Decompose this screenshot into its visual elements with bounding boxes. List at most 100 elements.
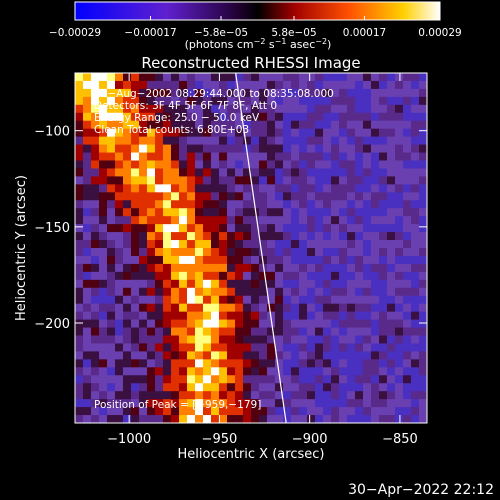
heatmap-cell: [371, 80, 380, 90]
heatmap-cell: [107, 255, 116, 265]
heatmap-cell: [403, 287, 412, 297]
heatmap-cell: [91, 208, 100, 217]
heatmap-cell: [419, 144, 427, 154]
heatmap-cell: [131, 351, 140, 360]
heatmap-cell: [347, 136, 356, 146]
heatmap-cell: [323, 88, 332, 98]
heatmap-cell: [299, 208, 308, 217]
y-axis-label: Heliocentric Y (arcsec): [14, 175, 29, 321]
heatmap-cell: [75, 160, 84, 170]
heatmap-cell: [403, 335, 412, 345]
heatmap-cell: [227, 160, 236, 170]
heatmap-cell: [371, 184, 380, 193]
heatmap-cell: [283, 128, 292, 138]
heatmap-cell: [259, 415, 268, 423]
heatmap-cell: [195, 224, 204, 233]
heatmap-cell: [179, 327, 188, 337]
heatmap-cell: [131, 391, 140, 400]
heatmap-cell: [75, 311, 84, 321]
heatmap-cell: [195, 88, 204, 98]
heatmap-cell: [347, 192, 356, 201]
heatmap-cell: [379, 343, 388, 352]
heatmap-cell: [203, 279, 212, 289]
heatmap-cell: [267, 271, 276, 281]
colorbar-unit: (photons cm−2 s−1 asec−2): [185, 37, 332, 51]
heatmap-cell: [123, 152, 132, 162]
heatmap-cell: [91, 144, 100, 154]
heatmap-cell: [315, 319, 324, 329]
heatmap-cell: [139, 216, 148, 225]
heatmap-cell: [83, 327, 92, 337]
heatmap-cell: [99, 327, 108, 337]
heatmap-cell: [339, 351, 348, 360]
heatmap-cell: [219, 271, 228, 281]
heatmap-cell: [283, 144, 292, 154]
heatmap-cell: [379, 80, 388, 90]
heatmap-cell: [155, 224, 164, 233]
heatmap-cell: [115, 128, 124, 138]
heatmap-cell: [363, 200, 372, 209]
heatmap-cell: [403, 176, 412, 185]
heatmap-cell: [395, 303, 404, 313]
heatmap-cell: [331, 160, 340, 170]
heatmap-cell: [227, 184, 236, 193]
heatmap-cell: [227, 73, 236, 82]
heatmap-cell: [219, 184, 228, 193]
heatmap-cell: [347, 208, 356, 217]
heatmap-cell: [219, 415, 228, 423]
heatmap-cell: [275, 104, 284, 114]
heatmap-cell: [299, 88, 308, 98]
heatmap-cell: [211, 383, 220, 392]
heatmap-cell: [355, 240, 364, 249]
heatmap-cell: [299, 311, 308, 321]
heatmap-cell: [283, 391, 292, 400]
heatmap-cell: [307, 224, 316, 233]
heatmap-cell: [139, 112, 148, 122]
heatmap-cell: [371, 319, 380, 329]
heatmap-cell: [395, 319, 404, 329]
heatmap-cell: [323, 319, 332, 329]
heatmap-cell: [315, 375, 324, 384]
heatmap-cell: [243, 399, 252, 408]
heatmap-cell: [347, 327, 356, 337]
heatmap-cell: [115, 192, 124, 201]
heatmap-cell: [243, 136, 252, 146]
heatmap-cell: [227, 152, 236, 162]
heatmap-cell: [139, 407, 148, 416]
heatmap-cell: [275, 271, 284, 281]
heatmap-cell: [419, 136, 427, 146]
heatmap-cell: [139, 232, 148, 241]
heatmap-cell: [419, 248, 427, 257]
heatmap-cell: [379, 367, 388, 376]
heatmap-cell: [203, 311, 212, 321]
heatmap-cell: [219, 168, 228, 177]
heatmap-cell: [235, 271, 244, 281]
heatmap-cell: [75, 128, 84, 138]
heatmap-cell: [371, 248, 380, 257]
heatmap-cell: [187, 287, 196, 297]
heatmap-cell: [371, 144, 380, 154]
heatmap-cell: [355, 88, 364, 98]
heatmap-cell: [299, 367, 308, 376]
heatmap-cell: [323, 152, 332, 162]
heatmap-cell: [235, 120, 244, 130]
heatmap-cell: [107, 383, 116, 392]
heatmap-cell: [235, 240, 244, 249]
heatmap-cell: [363, 144, 372, 154]
heatmap-cell: [355, 232, 364, 241]
heatmap-cell: [155, 216, 164, 225]
heatmap-cell: [187, 255, 196, 265]
heatmap-cell: [211, 240, 220, 249]
heatmap-cell: [299, 112, 308, 122]
heatmap-cell: [235, 73, 244, 82]
colorbar-tick-label: 0.00017: [343, 27, 386, 39]
heatmap-cell: [163, 152, 172, 162]
heatmap-cell: [163, 311, 172, 321]
heatmap-cell: [267, 104, 276, 114]
heatmap-cell: [267, 144, 276, 154]
heatmap-cell: [155, 343, 164, 352]
heatmap-cell: [307, 176, 316, 185]
heatmap-cell: [419, 319, 427, 329]
heatmap-cell: [227, 216, 236, 225]
